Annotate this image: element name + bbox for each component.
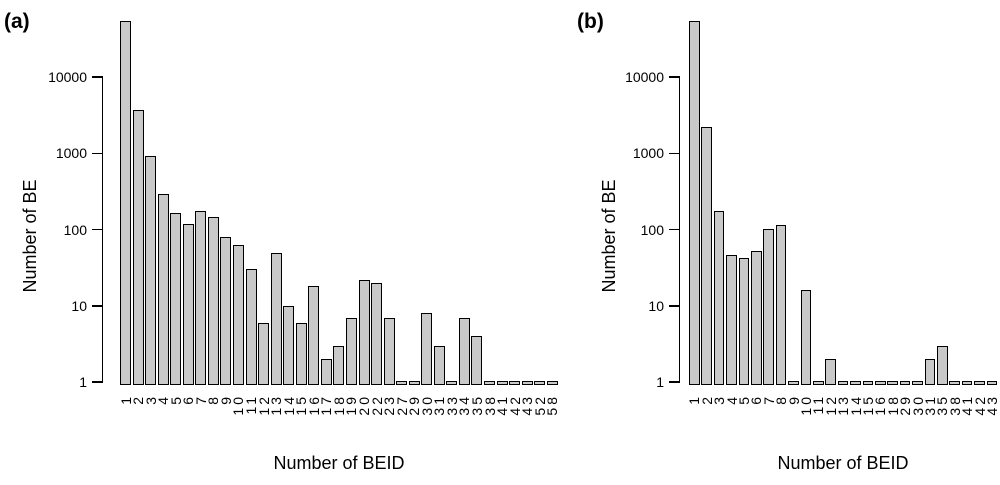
bar <box>458 317 470 385</box>
bar <box>738 258 750 385</box>
bar <box>751 251 762 385</box>
bar <box>270 252 282 385</box>
bar <box>345 317 357 385</box>
y-tick-mark <box>91 76 103 78</box>
panel-label: (a) <box>4 10 30 33</box>
bar <box>763 228 774 385</box>
bar <box>546 380 558 385</box>
bar <box>701 127 712 385</box>
bar <box>471 336 483 385</box>
bar <box>775 224 787 385</box>
y-tick-label: 1000 <box>55 145 87 162</box>
y-tick-label: 10 <box>71 297 87 314</box>
bar <box>713 211 725 385</box>
x-axis-title: Number of BEID <box>273 453 405 473</box>
bar <box>383 317 395 385</box>
bar <box>446 380 458 385</box>
y-tick-label: 1 <box>79 374 87 390</box>
panel-label: (b) <box>577 10 604 33</box>
bar <box>800 290 812 385</box>
y-tick-label: 10000 <box>48 69 87 85</box>
y-tick-mark <box>91 152 103 154</box>
bar <box>182 223 194 385</box>
bar <box>949 380 960 385</box>
bar <box>333 345 345 385</box>
y-tick-mark <box>91 381 103 383</box>
bar <box>295 322 307 385</box>
bar <box>961 380 973 385</box>
bar <box>157 194 169 385</box>
y-tick-label: 1000 <box>632 145 664 162</box>
bar <box>358 279 370 385</box>
bar <box>408 380 420 385</box>
bar <box>726 254 737 385</box>
y-tick-mark <box>91 228 103 231</box>
y-axis-title: Number of BE <box>20 179 40 293</box>
y-tick-label: 1 <box>656 374 664 390</box>
bar <box>421 313 433 385</box>
y-tick-mark <box>91 305 103 307</box>
bar <box>912 380 923 385</box>
bar <box>862 380 874 385</box>
bar <box>320 359 332 385</box>
bar <box>308 286 320 385</box>
bar <box>195 211 207 385</box>
bar <box>396 380 408 385</box>
bar <box>825 359 836 385</box>
bar <box>509 380 521 385</box>
bar <box>924 359 936 385</box>
bar <box>813 380 824 385</box>
bar <box>986 380 998 385</box>
y-tick-mark <box>668 228 680 231</box>
bar <box>371 282 382 385</box>
bar <box>887 380 898 385</box>
y-tick-label: 100 <box>63 221 87 238</box>
y-tick-label: 10000 <box>625 69 664 85</box>
bar <box>433 345 445 385</box>
bar <box>120 20 131 385</box>
bar <box>788 380 799 385</box>
bar <box>232 245 244 385</box>
bar <box>899 380 911 385</box>
x-tick-label: 58 <box>544 394 561 416</box>
bar <box>689 20 700 385</box>
y-tick-label: 10 <box>648 297 664 314</box>
x-axis-title: Number of BEID <box>777 453 909 473</box>
bar <box>521 380 533 385</box>
bar <box>283 305 295 386</box>
bar <box>207 217 219 385</box>
bar <box>220 236 232 385</box>
y-tick-label: 100 <box>640 221 664 238</box>
bar <box>484 380 495 385</box>
bar <box>170 212 182 385</box>
bar <box>534 380 546 385</box>
bar <box>145 156 157 385</box>
bar <box>496 380 508 385</box>
y-tick-mark <box>668 76 680 78</box>
x-tick-label: 43 <box>983 394 1000 416</box>
bar <box>974 380 985 385</box>
y-tick-mark <box>668 152 680 154</box>
y-tick-mark <box>668 305 680 307</box>
bar <box>850 380 861 385</box>
y-tick-mark <box>668 381 680 383</box>
bar <box>875 380 886 385</box>
y-axis-title: Number of BE <box>599 179 619 293</box>
bar <box>245 269 257 385</box>
bar <box>837 380 849 385</box>
bar <box>258 322 270 385</box>
bar <box>937 345 948 385</box>
bar <box>132 109 144 385</box>
